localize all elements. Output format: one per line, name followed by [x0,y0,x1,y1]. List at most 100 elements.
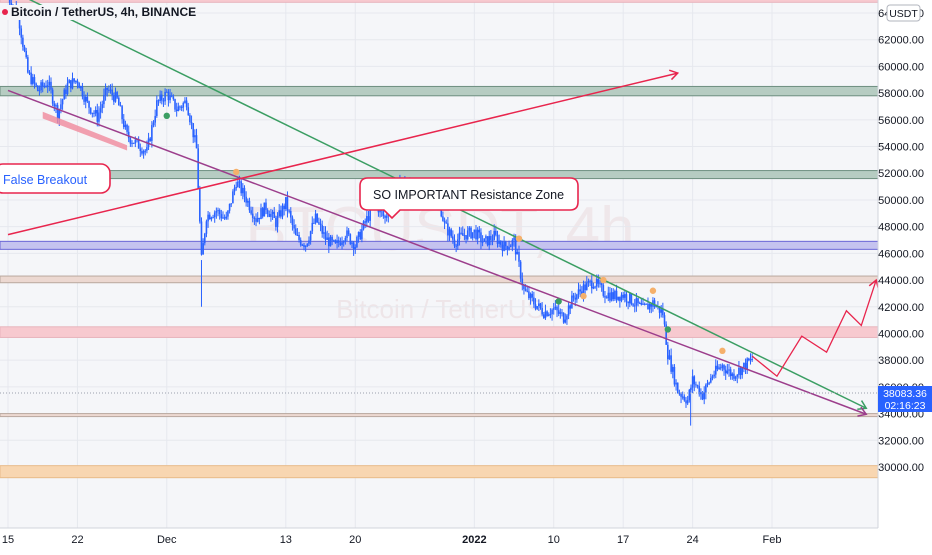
resistance-callout[interactable]: SO IMPORTANT Resistance Zone [359,177,579,220]
candle [566,314,568,325]
candle [637,297,639,307]
candle [751,353,753,362]
candle [364,218,366,229]
candle [301,243,304,246]
resistance-label: SO IMPORTANT Resistance Zone [373,188,564,202]
candle [162,97,165,107]
false-breakout-callout[interactable]: False Breakout [0,163,111,194]
candle [549,308,552,319]
candle [711,374,714,381]
candle [607,286,610,302]
candle [337,236,340,248]
candle [22,34,24,51]
candle [27,54,29,74]
currency-badge[interactable]: USDT [886,4,921,22]
time-tick-label: 13 [280,534,292,546]
candle [660,305,663,318]
candle [223,214,226,221]
candle [122,114,125,130]
candle [101,100,104,114]
candle [361,224,363,243]
candle [108,85,110,93]
candle [738,361,740,379]
candle [157,99,160,106]
candle [703,386,705,405]
candle [729,366,732,380]
candle [270,208,272,222]
candle [514,234,517,261]
candle [349,233,352,246]
candle [339,237,342,247]
candle [352,240,355,256]
candle [465,235,467,244]
candle [75,80,77,85]
candle [245,191,247,207]
candle [630,293,633,306]
candle [8,0,11,7]
signal-dot [600,276,607,284]
candle [53,100,56,112]
candle [612,288,615,302]
candle [534,298,537,311]
candle [594,285,596,289]
candle [724,365,727,380]
candle [509,244,512,248]
candle [151,121,153,148]
candle [640,298,643,306]
candle [384,214,386,224]
candle [536,306,538,310]
price-tick-label: 54000.00 [878,142,924,154]
candle [111,83,113,101]
candle [668,349,671,360]
candle [453,234,456,249]
price-tick-label: 58000.00 [878,88,924,100]
time-axis[interactable] [0,528,878,550]
false-breakout-label: False Breakout [3,173,88,187]
candle [205,219,208,238]
candle [200,217,203,256]
candle [480,228,482,250]
candle [744,358,747,375]
purple-downtrend-arrow-icon [857,406,868,417]
candle [501,240,504,257]
candle [533,291,535,308]
candle [614,289,616,301]
candle [235,181,238,191]
candle [569,304,572,315]
candle [624,289,626,303]
candle [318,217,320,225]
candle [298,231,300,243]
candle [341,236,343,250]
candle [324,226,327,245]
candle [48,75,51,92]
candle [736,373,739,384]
candle [473,229,476,239]
candle [326,230,328,240]
candle [562,312,565,324]
time-axis-ticks: 15 22 Dec 13 20 2022 10 17 24 Feb [2,534,782,546]
candle [686,395,689,406]
candle [81,82,84,100]
candle [516,248,519,255]
candle [285,197,287,212]
zone-44000 [0,275,879,284]
candle [36,85,39,92]
candle [253,216,256,225]
candle [643,302,646,306]
candle [248,197,251,213]
candle [734,375,737,382]
candle [86,92,89,104]
price-axis[interactable] [878,0,932,550]
candle [195,128,198,149]
candle [622,291,624,300]
candle [442,211,444,222]
candle [68,79,70,84]
candle [32,73,34,86]
candle [452,230,454,244]
candle [192,123,195,144]
symbol-header[interactable]: Bitcoin / TetherUS, 4h, BINANCE [2,5,196,20]
candle [275,215,277,231]
candle [632,302,634,308]
